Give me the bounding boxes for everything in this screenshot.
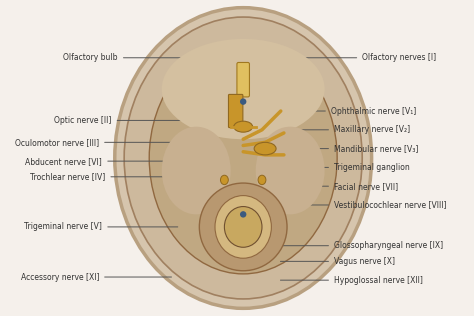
Text: Trigeminal nerve [V]: Trigeminal nerve [V] bbox=[24, 222, 178, 231]
Text: Optic nerve [II]: Optic nerve [II] bbox=[54, 116, 193, 125]
Text: Abducent nerve [VI]: Abducent nerve [VI] bbox=[26, 157, 187, 166]
Text: Accessory nerve [XI]: Accessory nerve [XI] bbox=[20, 272, 172, 282]
Ellipse shape bbox=[162, 39, 325, 139]
Text: Trochlear nerve [IV]: Trochlear nerve [IV] bbox=[30, 172, 190, 181]
FancyBboxPatch shape bbox=[237, 63, 249, 97]
Text: Vestibulocochlear nerve [VIII]: Vestibulocochlear nerve [VIII] bbox=[277, 200, 447, 210]
Ellipse shape bbox=[220, 175, 228, 185]
Text: Facial nerve [VII]: Facial nerve [VII] bbox=[271, 182, 398, 191]
Ellipse shape bbox=[234, 121, 253, 132]
Ellipse shape bbox=[215, 196, 272, 258]
Ellipse shape bbox=[115, 8, 372, 308]
Text: Ophthalmic nerve [V₁]: Ophthalmic nerve [V₁] bbox=[283, 106, 416, 116]
Text: Hypoglossal nerve [XII]: Hypoglossal nerve [XII] bbox=[281, 276, 423, 285]
Text: Oculomotor nerve [III]: Oculomotor nerve [III] bbox=[15, 138, 190, 147]
Ellipse shape bbox=[149, 42, 337, 274]
Circle shape bbox=[241, 212, 246, 217]
Ellipse shape bbox=[254, 142, 276, 155]
Ellipse shape bbox=[124, 17, 362, 299]
Ellipse shape bbox=[258, 175, 266, 185]
Ellipse shape bbox=[200, 183, 287, 271]
Text: Trigeminal ganglion: Trigeminal ganglion bbox=[281, 163, 410, 172]
FancyBboxPatch shape bbox=[228, 94, 243, 128]
Text: Olfactory nerves [I]: Olfactory nerves [I] bbox=[296, 53, 437, 62]
Text: Mandibular nerve [V₃]: Mandibular nerve [V₃] bbox=[287, 144, 419, 153]
Ellipse shape bbox=[224, 207, 262, 247]
Ellipse shape bbox=[255, 127, 325, 214]
Text: Glossopharyngeal nerve [IX]: Glossopharyngeal nerve [IX] bbox=[281, 241, 443, 250]
Ellipse shape bbox=[162, 127, 231, 214]
Text: Olfactory bulb: Olfactory bulb bbox=[64, 53, 184, 62]
Text: Maxillary nerve [V₂]: Maxillary nerve [V₂] bbox=[287, 125, 410, 134]
Circle shape bbox=[241, 99, 246, 104]
Text: Vagus nerve [X]: Vagus nerve [X] bbox=[281, 257, 395, 266]
